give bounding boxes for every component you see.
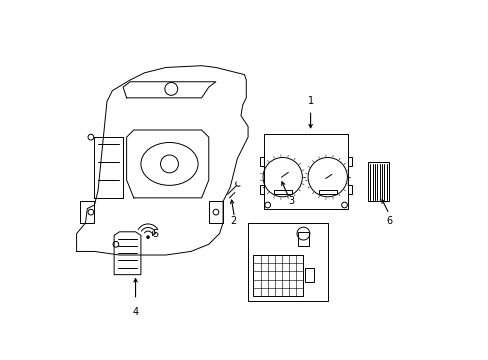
- Text: 2: 2: [230, 216, 236, 226]
- Bar: [367, 162, 388, 202]
- Text: 3: 3: [287, 197, 293, 206]
- Bar: [305, 267, 313, 282]
- Bar: [247, 223, 328, 301]
- Bar: [318, 190, 336, 194]
- Bar: [253, 255, 303, 296]
- Bar: [347, 185, 352, 194]
- Circle shape: [147, 236, 149, 238]
- Bar: [259, 157, 264, 166]
- Text: 6: 6: [386, 216, 391, 226]
- Bar: [347, 157, 352, 166]
- Bar: [298, 232, 308, 246]
- Bar: [273, 190, 291, 194]
- Text: 1: 1: [307, 96, 313, 107]
- Bar: [259, 185, 264, 194]
- Text: 5: 5: [152, 229, 158, 239]
- Text: 4: 4: [132, 307, 138, 317]
